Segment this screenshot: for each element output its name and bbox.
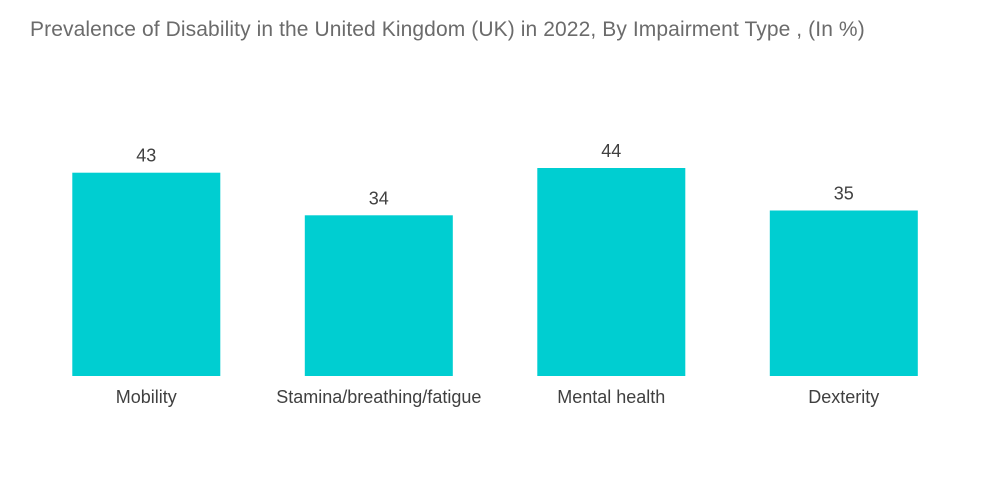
value-label: 43	[136, 146, 156, 166]
bar-dexterity	[769, 210, 918, 376]
value-label: 35	[834, 184, 854, 204]
chart-title: Prevalence of Disability in the United K…	[30, 18, 865, 41]
bar-mental-health	[537, 168, 686, 376]
bar-mobility	[72, 172, 221, 376]
category-label: Stamina/breathing/fatigue	[276, 387, 481, 407]
category-label: Mobility	[116, 387, 177, 407]
value-label: 44	[601, 141, 621, 161]
category-label: Mental health	[557, 387, 665, 407]
category-label: Dexterity	[808, 387, 879, 407]
value-label: 34	[369, 188, 389, 208]
bar-stamina-breathing-fatigue	[304, 215, 453, 376]
